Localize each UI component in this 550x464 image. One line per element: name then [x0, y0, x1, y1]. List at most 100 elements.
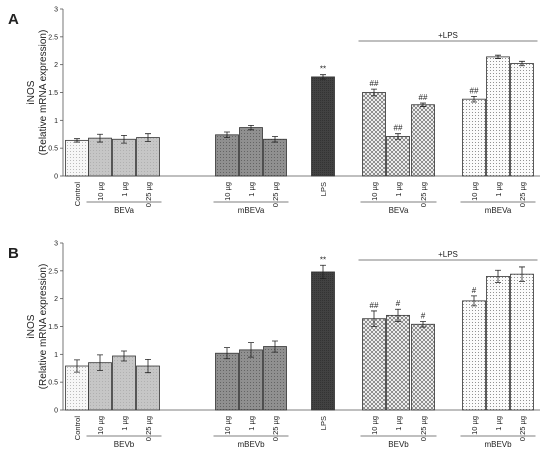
bar: [486, 56, 510, 177]
y-tick-label: 0.5: [48, 146, 58, 153]
bar: [362, 92, 386, 177]
panel-label: B: [8, 245, 19, 262]
x-tick-label: 10 µg: [370, 182, 379, 201]
bar: [510, 273, 534, 411]
y-tick-label: 2.5: [48, 34, 58, 41]
significance-marker: **: [320, 255, 326, 264]
significance-marker: ##: [394, 124, 403, 133]
error-bar: [371, 310, 377, 327]
y-axis-label-sub: (Relative mRNA expression): [38, 264, 49, 390]
significance-marker: #: [396, 299, 401, 308]
x-tick-label: 0.25 µg: [271, 182, 280, 207]
bar: [386, 314, 410, 411]
significance-marker: #: [421, 311, 426, 320]
error-bar: [97, 133, 103, 143]
x-tick-label: 1 µg: [494, 416, 503, 431]
error-bar: [74, 359, 80, 373]
x-tick-label: 10 µg: [470, 416, 479, 435]
x-tick-label: LPS: [319, 182, 328, 196]
y-tick-label: 2: [54, 62, 58, 69]
y-tick-label: 1: [54, 352, 58, 359]
subgroup-label: BEVb: [388, 440, 409, 449]
x-tick-label: Control: [73, 182, 82, 207]
error-bar: [371, 88, 377, 97]
lps-group-label: +LPS: [438, 250, 458, 259]
error-bar: [495, 269, 501, 283]
x-tick-label: 1 µg: [494, 182, 503, 197]
bar: [65, 365, 89, 411]
error-bar: [495, 54, 501, 59]
bar: [263, 346, 287, 411]
x-tick-label: 10 µg: [96, 416, 105, 435]
error-bar: [145, 358, 151, 374]
error-bar: [272, 136, 278, 143]
error-bar: [420, 102, 426, 107]
subgroup-label: BEVb: [114, 440, 135, 449]
x-tick-label: 1 µg: [247, 416, 256, 431]
bar: [136, 137, 160, 177]
error-bar: [471, 295, 477, 307]
bar: [411, 104, 435, 177]
x-tick-label: 10 µg: [96, 182, 105, 201]
subgroup-label: mBEVa: [238, 206, 265, 215]
x-tick-label: 1 µg: [247, 182, 256, 197]
error-bar: [145, 133, 151, 142]
lps-group-label: +LPS: [438, 31, 458, 40]
bar: [362, 318, 386, 411]
error-bar: [395, 133, 401, 140]
subgroup-label: mBEVb: [484, 440, 512, 449]
y-tick-label: 1.5: [48, 324, 58, 331]
bar: [239, 127, 263, 177]
bar: [311, 76, 335, 177]
bar: [486, 275, 510, 411]
y-tick-label: 2: [54, 296, 58, 303]
x-tick-label: 0.25 µg: [518, 416, 527, 441]
bar: [462, 98, 486, 177]
x-tick-label: 1 µg: [120, 182, 129, 197]
error-bar: [519, 60, 525, 67]
y-tick-label: 0.5: [48, 380, 58, 387]
x-tick-label: 0.25 µg: [144, 416, 153, 441]
error-bar: [320, 264, 326, 280]
x-tick-label: 0.25 µg: [144, 182, 153, 207]
bar: [411, 323, 435, 411]
bar: [112, 138, 136, 177]
x-tick-label: 10 µg: [370, 416, 379, 435]
y-axis-label-sub: (Relative mRNA expression): [38, 30, 49, 156]
x-tick-label: 0.25 µg: [419, 182, 428, 207]
x-tick-label: 10 µg: [470, 182, 479, 201]
significance-marker: ##: [470, 86, 479, 95]
y-tick-label: 3: [54, 241, 58, 248]
error-bar: [121, 134, 127, 144]
x-tick-label: 1 µg: [394, 182, 403, 197]
y-tick-label: 1.5: [48, 90, 58, 97]
x-tick-label: 1 µg: [120, 416, 129, 431]
y-tick-label: 3: [54, 7, 58, 14]
panel-label: A: [8, 11, 19, 28]
x-tick-label: 0.25 µg: [518, 182, 527, 207]
x-tick-label: 0.25 µg: [419, 416, 428, 441]
x-tick-label: Control: [73, 416, 82, 441]
significance-marker: **: [320, 65, 326, 74]
bar: [239, 349, 263, 411]
x-tick-label: 10 µg: [223, 416, 232, 435]
error-bar: [272, 340, 278, 353]
y-tick-label: 0: [54, 408, 58, 415]
error-bar: [224, 347, 230, 360]
y-axis-label: iNOS: [26, 314, 37, 338]
y-axis-label: iNOS: [26, 80, 37, 104]
bar: [88, 137, 112, 177]
subgroup-label: mBEVb: [237, 440, 265, 449]
y-tick-label: 2.5: [48, 268, 58, 275]
x-tick-label: 0.25 µg: [271, 416, 280, 441]
bar: [112, 355, 136, 411]
bar: [215, 352, 239, 411]
subgroup-label: BEVa: [114, 206, 134, 215]
bar: [65, 139, 89, 177]
error-bar: [420, 321, 426, 328]
significance-marker: #: [472, 286, 477, 295]
significance-marker: ##: [370, 301, 379, 310]
error-bar: [121, 350, 127, 362]
